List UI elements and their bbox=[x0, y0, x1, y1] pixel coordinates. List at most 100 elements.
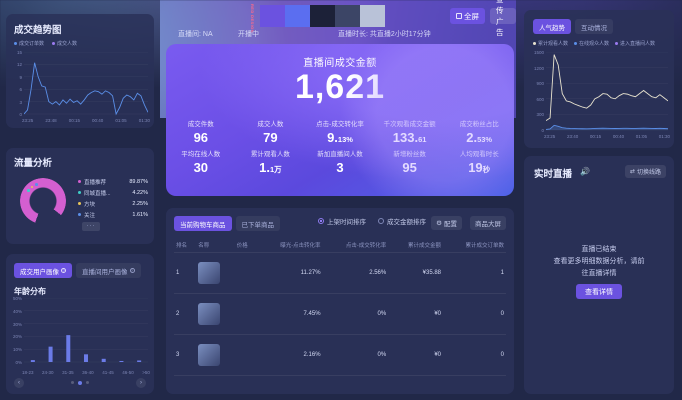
table-row[interactable]: 3 2.16% 0% ¥0 0 bbox=[174, 334, 506, 376]
cell-gmv: ¥0 bbox=[388, 334, 443, 376]
legend-value: 2.25% bbox=[132, 200, 148, 207]
legend-value: 4.22% bbox=[132, 189, 148, 196]
transaction-trend-card: 成交趋势图 成交订单数 成交人数 15 12 9 6 3 0 23:25 23:48 00:15… bbox=[6, 14, 154, 128]
gmv-hero-panel: 直播间成交金额 1,621 成交件数 96 成交人数 79 点击-成交转化率 9.13% 千… bbox=[166, 44, 514, 196]
x-tick: 24-30 bbox=[42, 370, 54, 375]
legend-item-2: 进入直播间人数 bbox=[615, 40, 655, 47]
traffic-donut-chart bbox=[20, 178, 66, 224]
pager-dot-1[interactable] bbox=[71, 381, 74, 384]
age-y-axis: 50% 40% 30% 20% 10% 0% bbox=[6, 296, 22, 366]
kpi-label: 千次观看成交金额 bbox=[383, 121, 436, 128]
sort-label: 成交金额排序 bbox=[387, 219, 426, 226]
pager-dot-3[interactable] bbox=[86, 381, 89, 384]
x-tick: 31-35 bbox=[62, 370, 74, 375]
legend-dot bbox=[78, 202, 81, 205]
col-4: 点击-成交转化率 bbox=[322, 238, 389, 253]
product-thumbnail bbox=[198, 262, 221, 284]
tab-label: 人气趋势 bbox=[539, 24, 565, 32]
pager-next-button[interactable]: › bbox=[136, 378, 146, 388]
switch-route-button[interactable]: ⇄ 切换线路 bbox=[624, 165, 666, 178]
legend-dot bbox=[78, 213, 81, 216]
cell-exposure_ctr: 11.27% bbox=[256, 252, 323, 294]
speaker-icon[interactable]: 🔊 bbox=[580, 167, 590, 176]
pager-dot-2[interactable] bbox=[78, 381, 82, 385]
kpi-label: 成交件数 bbox=[187, 121, 214, 128]
live-ended-title: 直播已结束 bbox=[581, 246, 617, 253]
sort-option-1[interactable]: 成交金额排序 bbox=[378, 216, 426, 226]
config-label: 配置 bbox=[444, 221, 457, 228]
product-bigscreen-button[interactable]: 商品大屏 bbox=[470, 216, 506, 230]
kpi-label: 平均在线人数 bbox=[181, 151, 221, 158]
product-config-button[interactable]: ⚙ 配置 bbox=[431, 216, 462, 230]
popularity-y-axis: 1500 1200 900 600 300 0 bbox=[524, 50, 544, 133]
x-tick: 01:05 bbox=[635, 134, 648, 139]
sort-option-0[interactable]: 上架时间排序 bbox=[318, 216, 366, 226]
kpi-label: 点击-成交转化率 bbox=[316, 121, 364, 128]
y-tick: 1200 bbox=[533, 65, 544, 71]
traffic-legend-row: 同城直播... 4.22% bbox=[78, 187, 148, 198]
promo-label: 宣传广告 bbox=[496, 0, 504, 37]
live-preview-card: 实时直播 🔊 ⇄ 切换线路 直播已结束 查看更多明细数据分析，请前 往直播详情 … bbox=[524, 156, 674, 394]
tab-label: 已下单商品 bbox=[241, 221, 275, 229]
portrait-tab-0[interactable]: 成交用户画像? bbox=[14, 263, 72, 278]
legend-dot bbox=[615, 42, 619, 45]
room-name: 直播间: NA bbox=[178, 31, 213, 38]
radio-icon bbox=[318, 218, 324, 224]
cell-name bbox=[196, 334, 235, 376]
legend-item-1: 在线观众人数 bbox=[574, 40, 609, 47]
y-tick: 0 bbox=[19, 112, 22, 117]
legend-value: 89.87% bbox=[129, 178, 148, 185]
product-tabs: 当前购物车商品 已下单商品 bbox=[174, 216, 280, 231]
age-chart-title: 年龄分布 bbox=[14, 287, 46, 296]
popularity-legend: 累计观看人数 在线观众人数 进入直播间人数 bbox=[533, 40, 655, 47]
kpi-value: 79 bbox=[263, 130, 278, 145]
kpi-2: 点击-成交转化率 9.13% bbox=[305, 120, 375, 147]
y-tick: 10% bbox=[12, 347, 22, 353]
cell-name bbox=[196, 252, 235, 294]
portrait-tab-1[interactable]: 直播间用户画像? bbox=[76, 263, 141, 278]
product-tab-1[interactable]: 已下单商品 bbox=[235, 216, 280, 231]
y-tick: 20% bbox=[12, 334, 22, 340]
swatch-2 bbox=[310, 5, 335, 27]
view-detail-button[interactable]: 查看详情 bbox=[576, 284, 622, 299]
col-3: 曝光-点击转化率 bbox=[256, 238, 323, 253]
y-tick: 50% bbox=[12, 296, 22, 301]
cell-exposure_ctr: 7.45% bbox=[256, 293, 323, 335]
popularity-tab-0[interactable]: 人气趋势 bbox=[533, 19, 571, 34]
cell-click_cvr: 0% bbox=[322, 293, 389, 335]
y-tick: 40% bbox=[12, 308, 22, 314]
kpi-value: 30 bbox=[193, 160, 209, 175]
fullscreen-label: 全屏 bbox=[464, 11, 479, 21]
swatch-0 bbox=[260, 5, 285, 27]
radio-icon bbox=[378, 218, 384, 224]
table-row[interactable]: 2 7.45% 0% ¥0 0 bbox=[174, 293, 506, 335]
traffic-more-button[interactable]: ··· bbox=[82, 222, 100, 231]
x-tick: 36-40 bbox=[82, 370, 94, 375]
popularity-tabs: 人气趋势 互动情况 bbox=[533, 19, 613, 34]
legend-dot bbox=[533, 42, 536, 45]
trend-x-axis: 23:25 23:48 00:15 00:40 01:05 01:30 bbox=[22, 118, 150, 123]
popularity-tab-1[interactable]: 互动情况 bbox=[575, 19, 613, 34]
y-tick: 1500 bbox=[533, 50, 544, 55]
col-2: 价格 bbox=[234, 238, 257, 253]
kpi-1: 成交人数 79 bbox=[236, 120, 306, 147]
switch-label: 切换线路 bbox=[636, 170, 661, 176]
kpi-7: 新加直播间人数 3 bbox=[305, 150, 375, 177]
x-tick: 18-23 bbox=[22, 370, 34, 375]
legend-dot bbox=[14, 42, 17, 45]
x-tick: 46-50 bbox=[122, 370, 134, 375]
fullscreen-button[interactable]: 全屏 bbox=[450, 8, 485, 24]
y-tick: 15 bbox=[16, 50, 22, 55]
legend-label: 成交人数 bbox=[57, 41, 78, 47]
product-tab-0[interactable]: 当前购物车商品 bbox=[174, 216, 232, 231]
promo-button[interactable]: 宣传广告 bbox=[490, 0, 516, 37]
table-row[interactable]: 1 11.27% 2.56% ¥35.88 1 bbox=[174, 252, 506, 294]
pager-dots[interactable] bbox=[24, 381, 136, 385]
legend-dot bbox=[78, 180, 81, 183]
stream-duration: 直播时长: 共直播2小时17分钟 bbox=[338, 31, 431, 38]
pager-prev-button[interactable]: ‹ bbox=[14, 378, 24, 388]
y-tick: 3 bbox=[19, 99, 22, 105]
y-tick: 600 bbox=[536, 96, 544, 102]
cell-rank: 2 bbox=[174, 293, 197, 335]
